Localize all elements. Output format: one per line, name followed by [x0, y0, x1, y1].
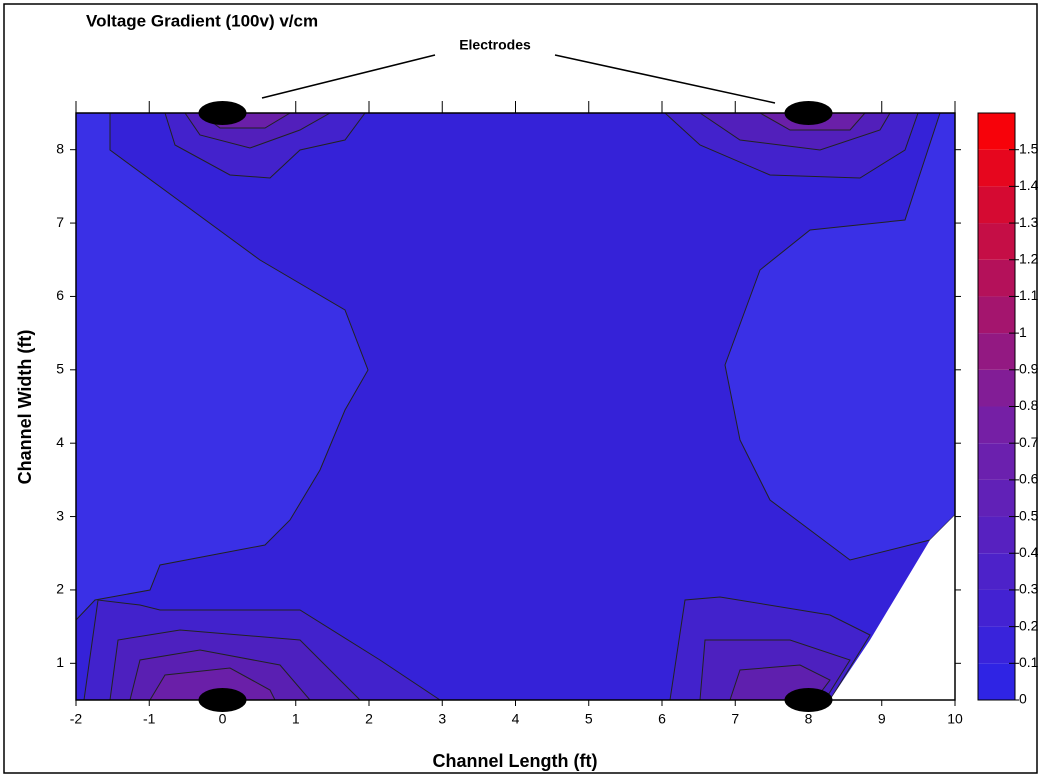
colorbar-tick-label: 0	[1019, 691, 1027, 707]
colorbar-tick-label: 0.5	[1019, 507, 1039, 523]
y-tick-label: 7	[56, 214, 64, 230]
colorbar-tick-label: 1	[1019, 324, 1027, 340]
colorbar-tick-label: 0.6	[1019, 471, 1039, 487]
colorbar-band	[978, 333, 1015, 370]
colorbar-tick-label: 1.4	[1019, 177, 1039, 193]
colorbar-band	[978, 369, 1015, 407]
electrode	[784, 101, 833, 125]
y-tick-label: 1	[56, 654, 64, 670]
electrode	[784, 688, 833, 712]
colorbar-tick-label: 0.2	[1019, 617, 1039, 633]
x-tick-label: 8	[805, 711, 813, 727]
x-axis-label: Channel Length (ft)	[433, 751, 598, 771]
colorbar-tick-label: 0.4	[1019, 544, 1039, 560]
colorbar-band	[978, 516, 1015, 554]
colorbar-band	[978, 296, 1015, 334]
colorbar-tick-label: 0.1	[1019, 654, 1039, 670]
annotation-leader	[261, 54, 436, 99]
contour-region	[75, 112, 369, 622]
x-tick-label: 2	[365, 711, 373, 727]
x-tick-label: 6	[658, 711, 666, 727]
y-tick-label: 5	[56, 361, 64, 377]
colorbar-tick-label: 1.5	[1019, 140, 1039, 156]
electrode	[198, 688, 247, 712]
no-data-region	[830, 515, 955, 700]
x-tick-label: 4	[512, 711, 520, 727]
x-tick-label: -1	[143, 711, 156, 727]
colorbar-tick-label: 0.3	[1019, 581, 1039, 597]
colorbar-band	[978, 186, 1015, 224]
x-tick-label: 3	[438, 711, 446, 727]
colorbar-band	[978, 589, 1015, 627]
chart-title: Voltage Gradient (100v) v/cm	[86, 11, 318, 30]
colorbar-band	[978, 626, 1015, 664]
y-tick-label: 6	[56, 287, 64, 303]
y-tick-label: 2	[56, 581, 64, 597]
x-tick-label: 0	[219, 711, 227, 727]
colorbar-band	[978, 663, 1015, 700]
x-tick-label: 10	[947, 711, 963, 727]
colorbar-band	[978, 406, 1015, 444]
y-tick-label: 4	[56, 434, 64, 450]
colorbar-tick-label: 1.1	[1019, 287, 1039, 303]
y-tick-label: 3	[56, 507, 64, 523]
y-tick-label: 8	[56, 140, 64, 156]
colorbar-tick-label: 0.7	[1019, 434, 1039, 450]
colorbar-tick-label: 0.9	[1019, 361, 1039, 377]
colorbar-band	[978, 479, 1015, 517]
x-tick-label: 7	[731, 711, 739, 727]
colorbar-band	[978, 223, 1015, 260]
colorbar-band	[978, 443, 1015, 480]
colorbar-band	[978, 259, 1015, 297]
colorbar-band	[978, 553, 1015, 590]
frame	[3, 3, 1038, 774]
y-axis-label: Channel Width (ft)	[15, 330, 35, 485]
annotation-leader	[554, 54, 776, 104]
electrode	[198, 101, 247, 125]
x-tick-label: 1	[292, 711, 300, 727]
colorbar-tick-label: 1.3	[1019, 214, 1039, 230]
colorbar-tick-label: 1.2	[1019, 250, 1039, 266]
x-tick-label: 9	[878, 711, 886, 727]
colorbar-band	[978, 113, 1015, 150]
colorbar-tick-label: 0.8	[1019, 397, 1039, 413]
colorbar-band	[978, 149, 1015, 187]
x-tick-label: 5	[585, 711, 593, 727]
x-tick-label: -2	[70, 711, 83, 727]
annotation: Electrodes	[459, 37, 531, 53]
contour-field	[75, 112, 956, 701]
